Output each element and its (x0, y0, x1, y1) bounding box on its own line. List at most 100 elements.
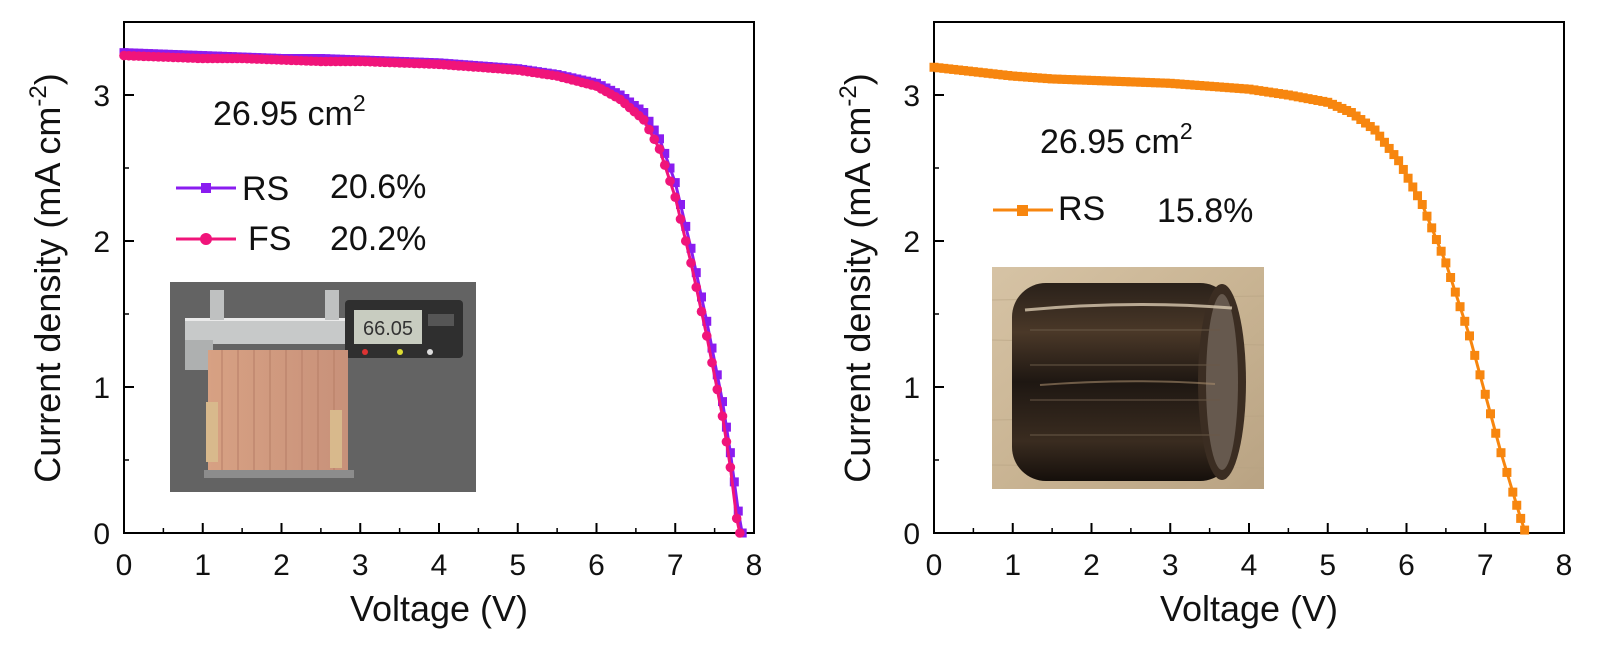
data-point (1337, 103, 1347, 113)
data-point (1394, 156, 1404, 166)
data-point (1023, 72, 1033, 82)
data-point (1062, 74, 1072, 84)
data-point (1431, 235, 1441, 245)
data-point (1160, 78, 1170, 88)
y-tick-label: 2 (903, 226, 920, 259)
data-point (1234, 83, 1244, 93)
data-point (686, 258, 696, 268)
data-point (1470, 350, 1480, 360)
data-point (988, 69, 998, 79)
data-point (1486, 409, 1495, 419)
legend-entry-fs-left: FS 20.2% (176, 220, 426, 258)
data-point (934, 63, 944, 73)
data-point (665, 163, 675, 173)
data-point (1259, 86, 1269, 96)
data-point (649, 125, 659, 135)
data-point (1141, 77, 1151, 87)
data-point (1298, 93, 1308, 103)
data-point (701, 331, 712, 341)
x-tick-label: 8 (1556, 549, 1573, 582)
data-point (1018, 72, 1028, 82)
data-point (1408, 182, 1418, 192)
data-point (1077, 75, 1087, 85)
data-point (1278, 89, 1288, 99)
data-point (1214, 82, 1224, 92)
data-point (1288, 91, 1298, 101)
data-point (721, 436, 732, 447)
data-point (1422, 211, 1432, 221)
left-panel: 66.05 0 1 2 3 4 5 6 7 8 0 1 2 3 (25, 21, 762, 629)
data-point (707, 357, 717, 368)
data-point (1229, 83, 1239, 93)
curves-left (119, 48, 747, 538)
legend-series-name: RS (242, 170, 289, 208)
data-point (1303, 94, 1313, 104)
legend-entry-rs-left: RS 20.6% (176, 168, 426, 208)
data-point (1508, 487, 1518, 497)
data-point (721, 422, 731, 432)
data-point (725, 448, 735, 458)
data-point (1244, 84, 1254, 94)
data-point (1436, 246, 1446, 256)
data-point (1205, 81, 1215, 91)
y-tick-label: 2 (93, 226, 110, 259)
data-point (978, 68, 988, 78)
data-point (1190, 80, 1200, 90)
data-point (1057, 74, 1067, 84)
x-tick-label: 0 (116, 549, 133, 582)
data-point (702, 316, 712, 326)
data-point (1308, 95, 1318, 105)
data-point (1126, 77, 1136, 87)
legend-left: RS 20.6% FS 20.2% (176, 168, 426, 258)
data-point (676, 200, 685, 209)
x-axis-label-right: Voltage (V) (1160, 588, 1338, 629)
data-point (1323, 97, 1333, 107)
legend-series-value: 20.6% (330, 168, 426, 206)
data-point (1175, 79, 1185, 89)
data-point (697, 292, 706, 302)
data-point (1318, 96, 1328, 106)
x-tick-label: 6 (588, 549, 605, 582)
data-point (1356, 115, 1366, 125)
x-tick-label: 3 (1162, 549, 1179, 582)
data-point (1365, 122, 1375, 132)
data-point (1346, 108, 1356, 118)
x-tick-label: 5 (509, 549, 526, 582)
data-point (1136, 77, 1146, 87)
data-point (691, 282, 702, 293)
data-point (729, 477, 739, 487)
data-point (718, 397, 727, 407)
data-point (1455, 302, 1465, 312)
data-point (639, 108, 649, 118)
data-point (1116, 76, 1126, 86)
data-point (1131, 77, 1141, 87)
data-point (954, 65, 964, 75)
data-point (1446, 273, 1456, 282)
y-tick-label: 0 (93, 518, 110, 551)
data-point (625, 97, 635, 107)
x-tick-label: 2 (1083, 549, 1100, 582)
data-point (696, 306, 707, 317)
data-point (1210, 82, 1220, 92)
legend-series-name: FS (248, 220, 291, 258)
data-point (1180, 79, 1190, 89)
y-axis-label-left: Current density (mA cm-2) (25, 73, 68, 482)
data-point (717, 411, 728, 422)
data-point (1450, 287, 1460, 297)
data-point (1398, 164, 1408, 174)
data-point (1239, 84, 1249, 94)
data-point (1413, 191, 1423, 201)
data-point (1096, 76, 1106, 86)
x-tick-label: 3 (352, 549, 369, 582)
data-point (1361, 118, 1371, 128)
data-point (1003, 70, 1013, 80)
data-point (670, 178, 680, 188)
data-point (644, 124, 654, 135)
data-point (949, 64, 959, 74)
data-point (1520, 525, 1530, 535)
legend-series-value: 20.2% (330, 220, 426, 258)
data-point (1091, 76, 1101, 86)
data-point (983, 68, 993, 78)
data-point (1375, 131, 1385, 141)
data-point (1274, 89, 1284, 99)
